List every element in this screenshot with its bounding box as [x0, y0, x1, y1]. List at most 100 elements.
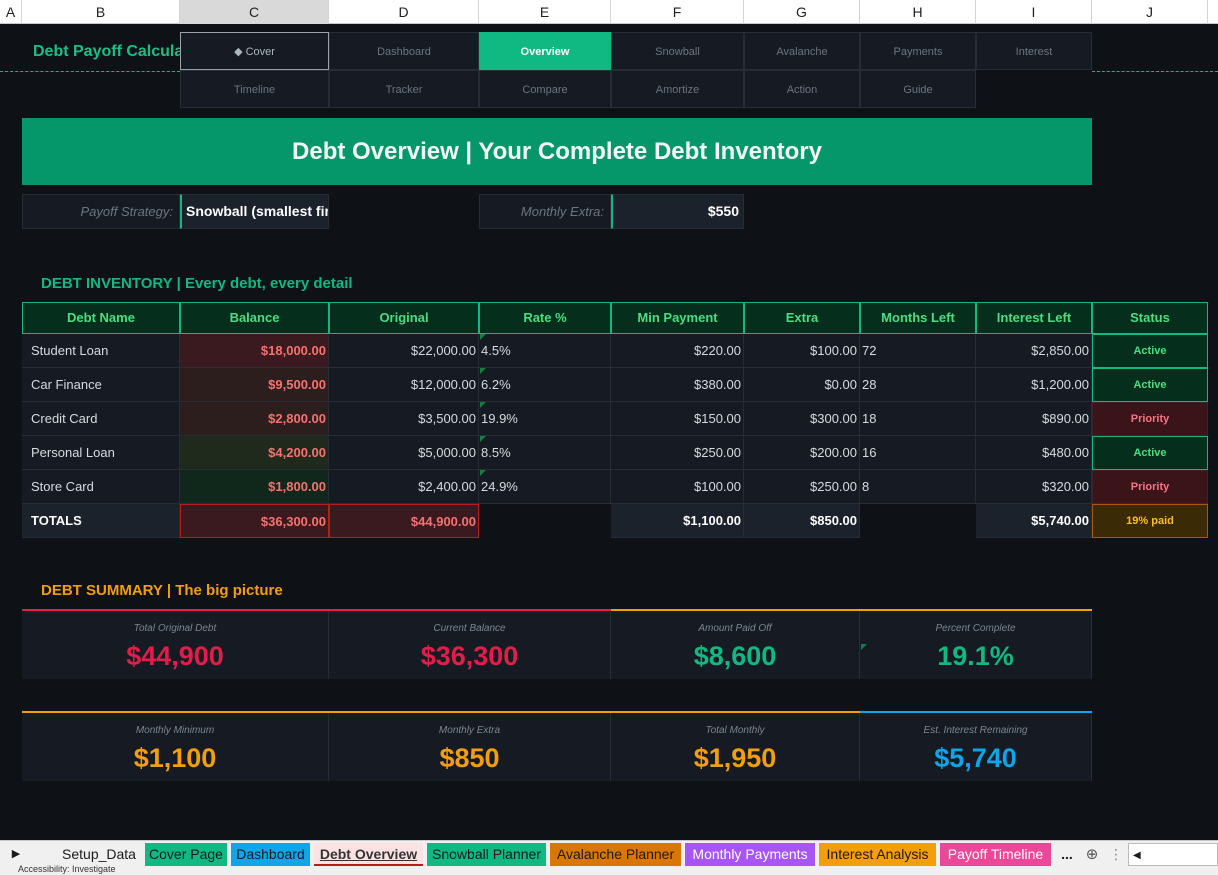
column-header-i[interactable]: I — [976, 0, 1092, 24]
header-interest-left[interactable]: Interest Left — [976, 302, 1092, 334]
cell-original[interactable]: $3,500.00 — [329, 402, 479, 436]
strategy-value[interactable]: Snowball (smallest first) — [180, 194, 329, 229]
header-extra[interactable]: Extra — [744, 302, 860, 334]
cell-original[interactable]: $2,400.00 — [329, 470, 479, 504]
cell-balance[interactable]: $4,200.00 — [180, 436, 329, 470]
nav-interest[interactable]: Interest — [976, 32, 1092, 70]
tab-more-ellipsis[interactable]: ... — [1061, 846, 1073, 862]
column-header-b[interactable]: B — [22, 0, 180, 24]
header-balance[interactable]: Balance — [180, 302, 329, 334]
header-debt-name[interactable]: Debt Name — [22, 302, 180, 334]
cell-original[interactable]: $22,000.00 — [329, 334, 479, 368]
totals-label[interactable]: TOTALS — [22, 504, 180, 538]
cell-interest-left[interactable]: $1,200.00 — [976, 368, 1092, 402]
cell-extra[interactable]: $250.00 — [744, 470, 860, 504]
cell-balance[interactable]: $2,800.00 — [180, 402, 329, 436]
nav-snowball[interactable]: Snowball — [611, 32, 744, 70]
tab-snowball-planner[interactable]: Snowball Planner — [427, 843, 546, 866]
cell-debt-name[interactable]: Car Finance — [22, 368, 180, 402]
nav-action[interactable]: Action — [744, 70, 860, 108]
status-text[interactable]: Accessibility: Investigate — [18, 864, 116, 874]
cell-balance[interactable]: $1,800.00 — [180, 470, 329, 504]
tab-cover-page[interactable]: Cover Page — [145, 843, 227, 866]
cell-months-left[interactable]: 18 — [860, 402, 976, 436]
nav-payments[interactable]: Payments — [860, 32, 976, 70]
cell-debt-name[interactable]: Student Loan — [22, 334, 180, 368]
cell-rate[interactable]: 8.5% — [479, 436, 611, 470]
cell-interest-left[interactable]: $480.00 — [976, 436, 1092, 470]
nav-overview[interactable]: Overview — [479, 32, 611, 70]
monthly-extra-label: Monthly Extra: — [479, 194, 611, 229]
column-header-h[interactable]: H — [860, 0, 976, 24]
column-header-f[interactable]: F — [611, 0, 744, 24]
totals-min-payment[interactable]: $1,100.00 — [611, 504, 744, 538]
tab-monthly-payments[interactable]: Monthly Payments — [685, 843, 815, 866]
cell-months-left[interactable]: 72 — [860, 334, 976, 368]
cell-rate[interactable]: 4.5% — [479, 334, 611, 368]
cell-months-left[interactable]: 28 — [860, 368, 976, 402]
cell-extra[interactable]: $300.00 — [744, 402, 860, 436]
column-header-a[interactable]: A — [0, 0, 22, 24]
cell-debt-name[interactable]: Credit Card — [22, 402, 180, 436]
nav-amortize[interactable]: Amortize — [611, 70, 744, 108]
totals-interest-left[interactable]: $5,740.00 — [976, 504, 1092, 538]
cell-balance[interactable]: $18,000.00 — [180, 334, 329, 368]
horizontal-scrollbar[interactable]: ◀ — [1128, 843, 1218, 866]
tab-scroll-left-icon[interactable]: ▶ — [11, 848, 21, 860]
nav-guide[interactable]: Guide — [860, 70, 976, 108]
header-original[interactable]: Original — [329, 302, 479, 334]
cell-interest-left[interactable]: $890.00 — [976, 402, 1092, 436]
cell-min-payment[interactable]: $100.00 — [611, 470, 744, 504]
nav-tracker[interactable]: Tracker — [329, 70, 479, 108]
column-header-d[interactable]: D — [329, 0, 479, 24]
cell-rate[interactable]: 6.2% — [479, 368, 611, 402]
cell-debt-name[interactable]: Personal Loan — [22, 436, 180, 470]
totals-months-empty[interactable] — [860, 504, 976, 538]
cell-rate[interactable]: 24.9% — [479, 470, 611, 504]
tab-debt-overview[interactable]: Debt Overview — [314, 843, 423, 866]
cell-rate[interactable]: 19.9% — [479, 402, 611, 436]
tab-interest-analysis[interactable]: Interest Analysis — [819, 843, 936, 866]
nav-compare[interactable]: Compare — [479, 70, 611, 108]
nav-cover[interactable]: ◆ Cover — [180, 32, 329, 70]
tab-avalanche-planner[interactable]: Avalanche Planner — [550, 843, 681, 866]
card-value: $5,740 — [934, 743, 1017, 773]
totals-rate-empty[interactable] — [479, 504, 611, 538]
cell-extra[interactable]: $0.00 — [744, 368, 860, 402]
add-sheet-icon[interactable]: ⊕ — [1085, 846, 1099, 863]
header-min-payment[interactable]: Min Payment — [611, 302, 744, 334]
nav-avalanche[interactable]: Avalanche — [744, 32, 860, 70]
tab-dashboard[interactable]: Dashboard — [231, 843, 310, 866]
cell-extra[interactable]: $100.00 — [744, 334, 860, 368]
cell-interest-left[interactable]: $320.00 — [976, 470, 1092, 504]
worksheet-grid[interactable]: Debt Payoff Calcula ◆ Cover Dashboard Ov… — [0, 24, 1218, 840]
cell-months-left[interactable]: 8 — [860, 470, 976, 504]
tab-payoff-timeline[interactable]: Payoff Timeline — [940, 843, 1051, 866]
nav-dashboard[interactable]: Dashboard — [329, 32, 479, 70]
header-rate[interactable]: Rate % — [479, 302, 611, 334]
column-header-j[interactable]: J — [1092, 0, 1208, 24]
cell-min-payment[interactable]: $150.00 — [611, 402, 744, 436]
cell-original[interactable]: $12,000.00 — [329, 368, 479, 402]
cell-extra[interactable]: $200.00 — [744, 436, 860, 470]
tab-options-icon[interactable]: ⋮ — [1109, 846, 1123, 862]
column-header-c[interactable]: C — [180, 0, 329, 24]
cell-balance[interactable]: $9,500.00 — [180, 368, 329, 402]
tab-setup-data[interactable]: Setup_Data — [62, 846, 136, 862]
totals-original[interactable]: $44,900.00 — [329, 504, 479, 538]
cell-min-payment[interactable]: $220.00 — [611, 334, 744, 368]
header-status[interactable]: Status — [1092, 302, 1208, 334]
totals-extra[interactable]: $850.00 — [744, 504, 860, 538]
cell-original[interactable]: $5,000.00 — [329, 436, 479, 470]
column-header-g[interactable]: G — [744, 0, 860, 24]
cell-min-payment[interactable]: $380.00 — [611, 368, 744, 402]
column-header-e[interactable]: E — [479, 0, 611, 24]
cell-interest-left[interactable]: $2,850.00 — [976, 334, 1092, 368]
nav-timeline[interactable]: Timeline — [180, 70, 329, 108]
totals-balance[interactable]: $36,300.00 — [180, 504, 329, 538]
cell-min-payment[interactable]: $250.00 — [611, 436, 744, 470]
cell-debt-name[interactable]: Store Card — [22, 470, 180, 504]
monthly-extra-value[interactable]: $550 — [611, 194, 744, 229]
header-months-left[interactable]: Months Left — [860, 302, 976, 334]
cell-months-left[interactable]: 16 — [860, 436, 976, 470]
